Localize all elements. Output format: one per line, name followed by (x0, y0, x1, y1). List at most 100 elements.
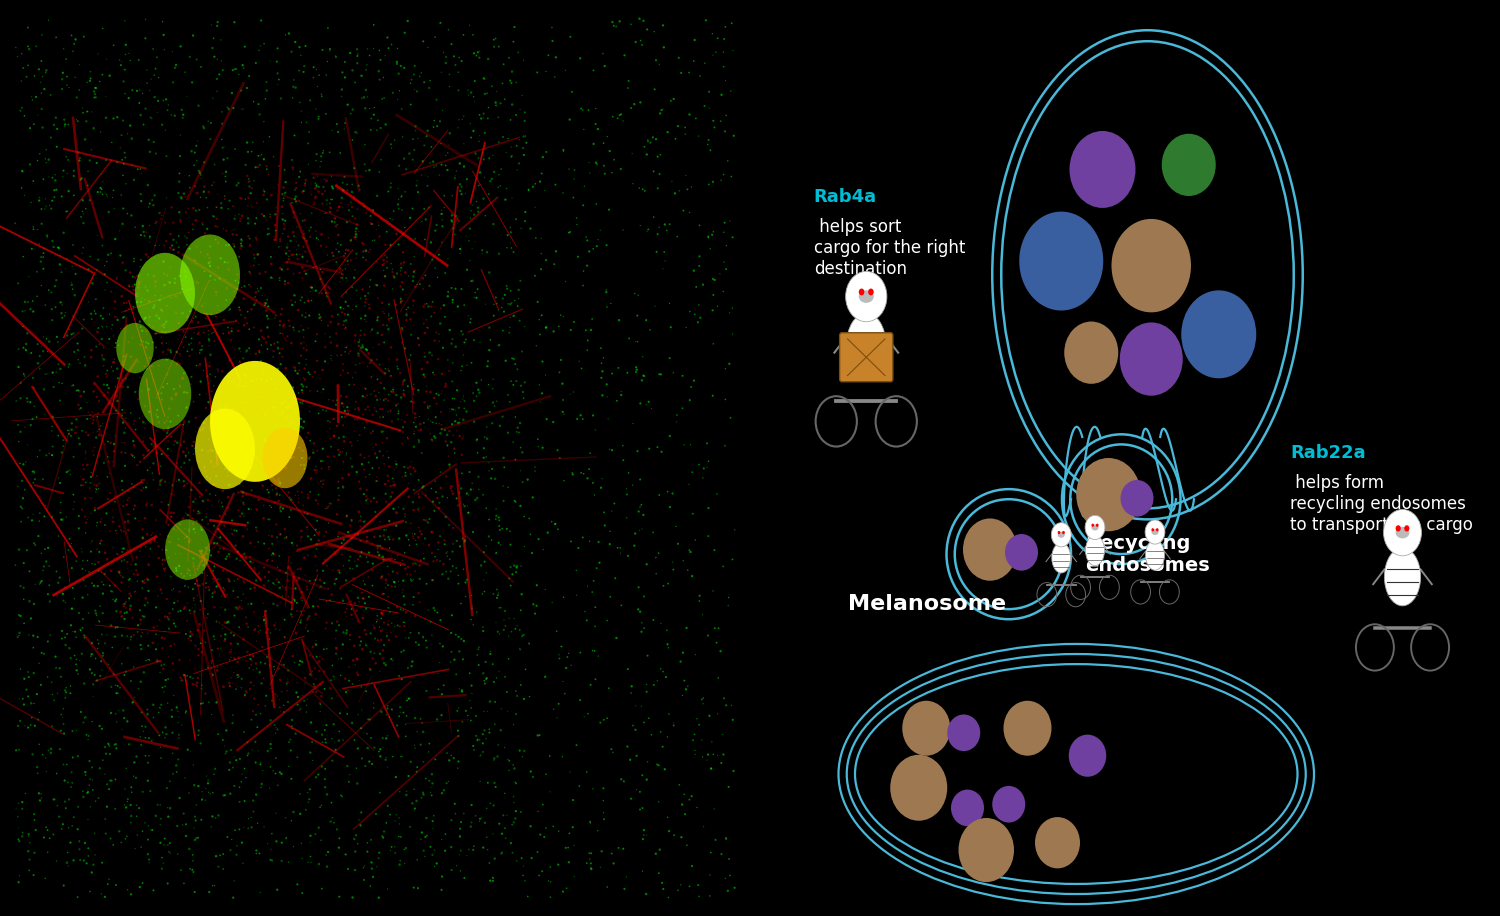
Point (492, 740, 516, 755)
Point (394, 567, 418, 582)
Point (506, 854, 530, 868)
Point (291, 386, 315, 400)
Point (471, 745, 495, 759)
Point (620, 679, 644, 693)
Point (219, 324, 243, 339)
Point (374, 476, 398, 491)
Point (440, 336, 464, 351)
Point (202, 459, 226, 474)
Point (687, 298, 711, 312)
Point (62, 495, 86, 509)
Point (452, 562, 476, 576)
Point (135, 362, 159, 376)
Point (69, 470, 93, 485)
Point (123, 308, 147, 322)
Point (334, 271, 358, 286)
Point (6, 479, 30, 494)
Point (87, 614, 111, 628)
Point (222, 628, 246, 643)
Point (204, 579, 228, 594)
Point (81, 121, 105, 136)
Point (584, 422, 608, 437)
Point (402, 782, 426, 797)
Point (483, 851, 507, 866)
Point (290, 383, 314, 398)
Point (174, 817, 198, 832)
Point (326, 217, 350, 232)
Point (99, 680, 123, 694)
Point (280, 539, 304, 553)
Point (129, 840, 153, 855)
Point (656, 623, 680, 638)
Point (340, 370, 364, 385)
Point (402, 461, 426, 475)
Point (512, 692, 536, 706)
Point (381, 213, 405, 227)
Point (452, 531, 476, 546)
Point (66, 748, 90, 763)
Point (524, 606, 548, 621)
Point (357, 455, 381, 470)
Point (141, 41, 165, 56)
Point (528, 827, 552, 842)
Point (718, 83, 742, 98)
Point (459, 612, 483, 627)
Point (132, 228, 156, 243)
Point (56, 627, 80, 641)
Point (464, 147, 488, 161)
Point (54, 305, 78, 320)
Point (36, 344, 60, 359)
Point (430, 384, 454, 398)
Point (602, 18, 625, 33)
Point (303, 827, 327, 842)
Point (674, 682, 698, 697)
Point (486, 110, 510, 125)
Point (134, 532, 158, 547)
Point (112, 86, 136, 101)
Point (376, 459, 400, 474)
Point (228, 621, 252, 636)
Point (153, 672, 177, 687)
Point (290, 104, 314, 118)
Point (58, 618, 82, 633)
Point (424, 552, 448, 567)
Point (638, 322, 662, 337)
Point (488, 419, 512, 433)
Point (86, 633, 109, 648)
Point (350, 585, 374, 600)
Point (123, 498, 147, 513)
Point (304, 153, 328, 168)
Point (172, 229, 196, 244)
Point (448, 829, 472, 844)
Point (99, 563, 123, 578)
Point (278, 319, 302, 333)
Point (298, 573, 322, 588)
Point (246, 397, 270, 411)
Point (196, 323, 220, 338)
Point (84, 485, 108, 499)
Point (34, 199, 58, 213)
Point (392, 151, 416, 166)
Point (104, 495, 128, 509)
Point (172, 434, 196, 449)
Point (320, 691, 344, 705)
Point (70, 240, 94, 255)
Point (356, 741, 380, 756)
Point (111, 74, 135, 89)
Point (296, 321, 320, 335)
Point (324, 647, 348, 661)
Point (276, 671, 300, 686)
Point (303, 679, 327, 693)
Point (534, 821, 558, 835)
Point (230, 507, 254, 521)
Point (381, 653, 405, 668)
Point (322, 428, 346, 442)
Point (33, 151, 57, 166)
Point (393, 616, 417, 630)
Point (304, 684, 328, 699)
Point (190, 215, 214, 230)
Point (404, 119, 427, 134)
Point (476, 111, 500, 125)
Point (236, 620, 260, 635)
Point (405, 179, 429, 193)
